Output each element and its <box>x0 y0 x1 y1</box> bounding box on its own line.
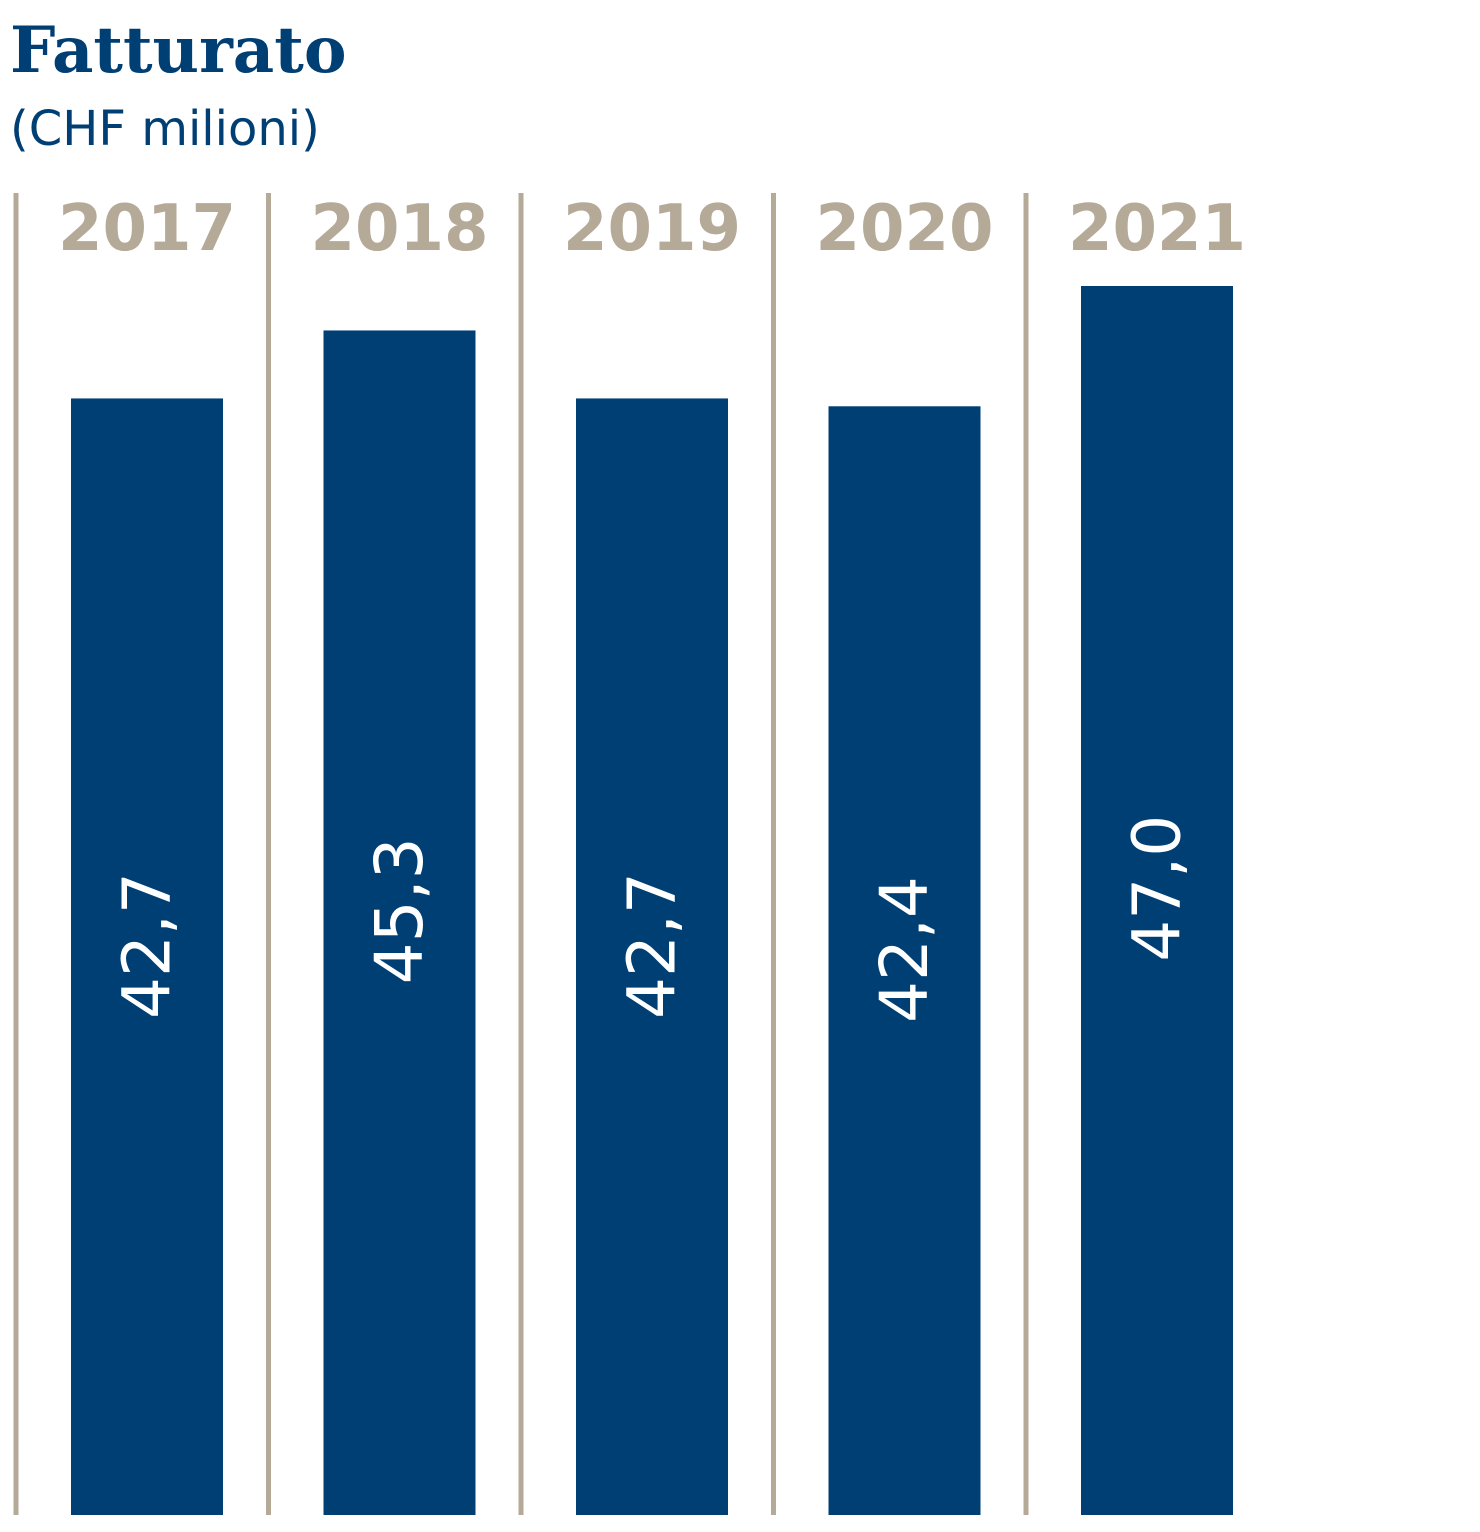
value-label-2019: 42,7 <box>614 872 691 1019</box>
bar-2020 <box>828 406 981 1515</box>
value-labels-group: 42,7 45,3 42,7 42,4 47,0 <box>109 815 1196 1023</box>
bar-2017 <box>71 398 223 1515</box>
bars-group <box>71 286 1233 1516</box>
bar-2019 <box>576 398 728 1515</box>
value-label-2021: 47,0 <box>1119 815 1196 962</box>
chart-subtitle: (CHF milioni) <box>10 101 320 157</box>
bar-2021 <box>1081 286 1233 1515</box>
year-label-2018: 2018 <box>310 192 488 266</box>
value-label-2020: 42,4 <box>866 876 943 1023</box>
column-separators <box>13 193 1029 1515</box>
year-label-2017: 2017 <box>58 192 236 266</box>
chart-title: Fatturato <box>10 13 347 88</box>
value-label-2018: 45,3 <box>361 837 438 984</box>
year-labels-group: 2017 2018 2019 2020 2021 <box>58 192 1246 266</box>
value-label-2017: 42,7 <box>109 872 186 1019</box>
year-label-2020: 2020 <box>815 192 993 266</box>
year-label-2021: 2021 <box>1068 192 1246 266</box>
bar-2018 <box>323 330 476 1516</box>
year-label-2019: 2019 <box>563 192 741 266</box>
